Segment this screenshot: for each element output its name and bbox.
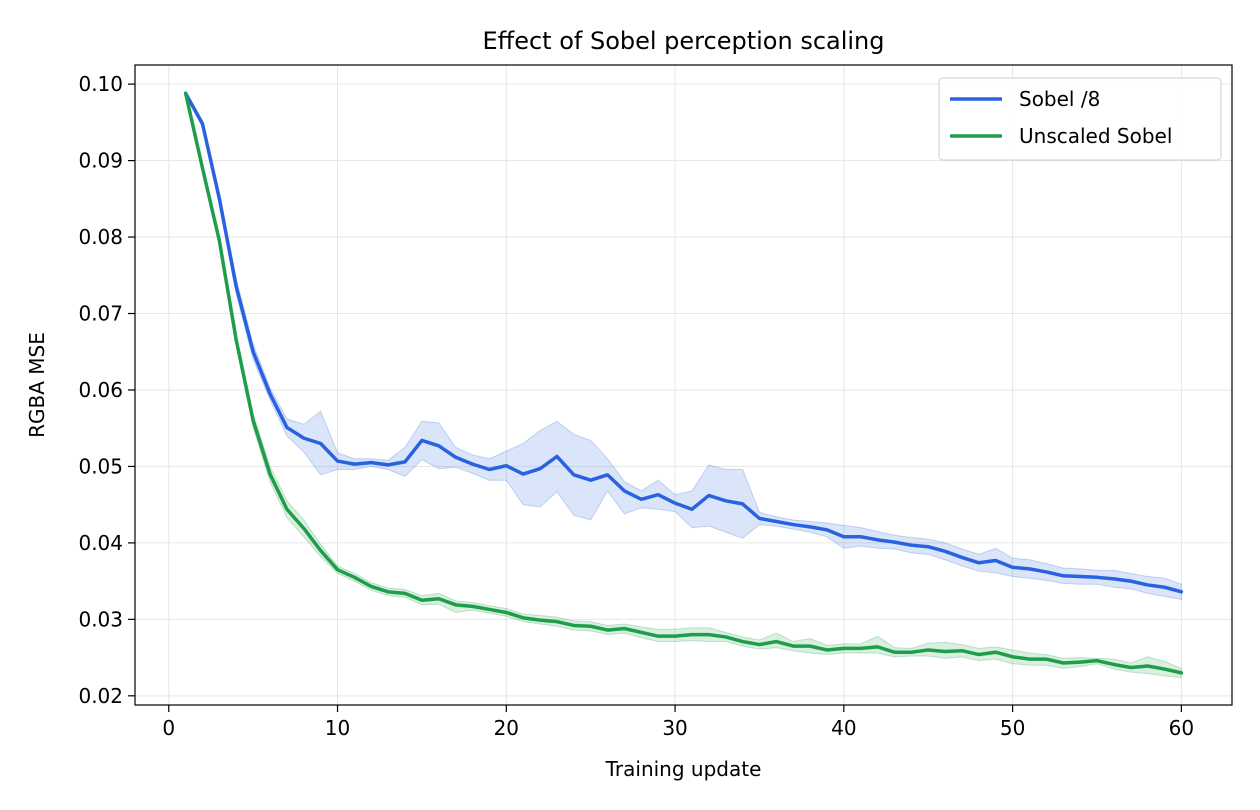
series-1-band <box>185 91 1182 679</box>
plot-area-background <box>135 65 1232 705</box>
legend-box <box>938 77 1222 161</box>
x-tick-label-6: 60 <box>1169 716 1194 740</box>
axis-ticks: 0 10 20 30 40 50 60 0.02 0.03 0.04 0.05 0.06 0.07 0.0… <box>78 72 1194 740</box>
y-tick-label-4: 0.06 <box>78 378 123 402</box>
series-0-line <box>183 91 1184 594</box>
y-tick-label-7: 0.09 <box>78 149 123 173</box>
y-tick-label-3: 0.05 <box>78 454 123 478</box>
y-tick-label-8: 0.10 <box>78 72 123 96</box>
y-tick-label-6: 0.08 <box>78 225 123 249</box>
x-tick-label-2: 20 <box>494 716 519 740</box>
series-lines <box>183 91 1184 675</box>
y-tick-label-0: 0.02 <box>78 684 123 708</box>
y-tick-label-1: 0.03 <box>78 607 123 631</box>
legend-label-unscaled-sobel: Unscaled Sobel <box>1019 124 1172 148</box>
x-tick-label-4: 40 <box>831 716 856 740</box>
y-tick-label-5: 0.07 <box>78 302 123 326</box>
plot-frame <box>134 64 1233 706</box>
x-tick-label-5: 50 <box>1000 716 1025 740</box>
x-axis-title: Training update <box>605 757 762 781</box>
legend-label-sobel-8: Sobel /8 <box>1019 87 1100 111</box>
y-axis-title: RGBA MSE <box>25 332 49 438</box>
x-tick-label-1: 10 <box>325 716 350 740</box>
confidence-bands <box>185 89 1182 679</box>
legend: Sobel /8 Unscaled Sobel <box>938 77 1222 161</box>
series-1-line <box>183 91 1184 675</box>
x-tick-label-3: 30 <box>662 716 687 740</box>
y-tick-label-2: 0.04 <box>78 531 123 555</box>
chart-title: Effect of Sobel perception scaling <box>483 27 885 55</box>
x-tick-label-0: 0 <box>162 716 175 740</box>
series-0-band <box>185 89 1182 601</box>
